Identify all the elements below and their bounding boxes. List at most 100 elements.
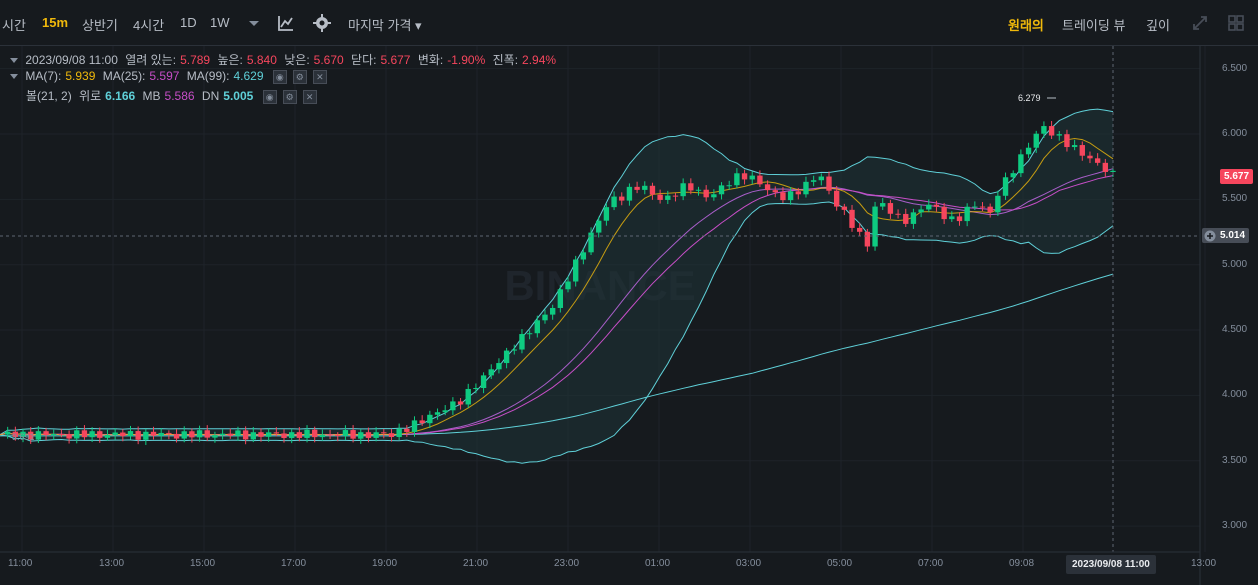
candle-body — [818, 176, 825, 181]
price-type-select[interactable]: 마지막 가격 ▾ — [348, 18, 422, 33]
candle-body — [419, 420, 425, 424]
candle-body — [404, 428, 410, 432]
candle-body — [473, 388, 479, 390]
collapse-caret-icon[interactable] — [10, 74, 18, 80]
candle-body — [941, 206, 947, 220]
time-axis-label: 19:00 — [372, 558, 398, 569]
interval-half[interactable]: 상반기 — [82, 18, 118, 33]
candle-body — [1110, 170, 1116, 172]
candle-body — [143, 431, 149, 440]
candle-body — [588, 232, 594, 253]
candle-body — [833, 190, 840, 207]
candle-body — [411, 420, 418, 432]
candle-body — [910, 212, 917, 224]
candle-body — [281, 433, 287, 439]
candle-body — [987, 206, 993, 213]
candle-body — [450, 401, 456, 411]
candle-body — [81, 430, 88, 438]
view-depth-tab[interactable]: 깊이 — [1146, 18, 1170, 33]
candle-body — [58, 433, 65, 435]
time-axis-label: 11:00 — [8, 558, 33, 569]
add-order-plus-icon[interactable] — [1204, 230, 1216, 242]
candle-body — [373, 432, 379, 438]
candle-body — [534, 320, 540, 334]
candle-body — [442, 410, 448, 413]
time-axis-label: 17:00 — [281, 558, 307, 569]
chart-toolbar: 시간 15m 상반기 4시간 1D 1W 마지막 가격 ▾ 원래의 트레이딩 뷰… — [0, 0, 1258, 46]
ma-legend: MA(7): 5.939 MA(25): 5.597 MA(99): 4.629 ◉ ⚙… — [10, 69, 331, 84]
time-axis-label: 03:00 — [736, 558, 762, 569]
candle-body — [526, 333, 533, 335]
indicators-icon[interactable] — [276, 13, 296, 33]
candle-body — [780, 192, 786, 201]
candle-body — [204, 430, 210, 438]
candle-body — [43, 431, 49, 436]
time-axis-label: 21:00 — [463, 558, 489, 569]
close-icon[interactable]: ✕ — [312, 69, 327, 84]
candle-body — [496, 363, 502, 370]
candle-body — [358, 432, 364, 439]
candle-body — [480, 375, 487, 389]
interval-1h[interactable]: 시간 — [2, 18, 26, 33]
candle-body — [488, 369, 494, 376]
interval-15m[interactable]: 15m — [42, 15, 69, 30]
candle-body — [258, 432, 264, 437]
settings-gear-icon[interactable]: ⚙ — [282, 89, 297, 104]
candle-body — [1002, 177, 1009, 196]
fullscreen-icon[interactable] — [1190, 13, 1210, 33]
candle-body — [127, 431, 134, 437]
interval-1d[interactable]: 1D — [180, 15, 197, 30]
candle-body — [703, 189, 709, 198]
settings-gear-icon[interactable]: ⚙ — [292, 69, 307, 84]
collapse-caret-icon[interactable] — [10, 58, 18, 64]
candle-body — [196, 430, 203, 438]
price-axis-label: 5.000 — [1222, 258, 1248, 270]
current-price-tag: 5.677 — [1220, 169, 1254, 184]
candle-body — [841, 206, 848, 210]
candle-body — [227, 433, 233, 436]
candle-body — [396, 428, 402, 438]
price-axis-label: 3.500 — [1222, 454, 1248, 466]
settings-gear-icon[interactable] — [312, 13, 332, 33]
candle-body — [20, 431, 26, 437]
candles — [4, 120, 1116, 446]
price-axis-label: 3.000 — [1222, 520, 1248, 532]
candlestick-chart[interactable]: BINANCE 6.279 3.691 — [0, 46, 1258, 585]
candle-body — [158, 432, 164, 436]
interval-4h[interactable]: 4시간 — [133, 18, 165, 33]
candle-body — [956, 216, 963, 222]
candle-body — [1056, 134, 1062, 136]
layout-grid-icon[interactable] — [1226, 13, 1246, 33]
time-axis-label: 01:00 — [645, 558, 671, 569]
candle-body — [388, 433, 395, 438]
candle-body — [250, 432, 256, 440]
boll-legend: 볼(21, 2) 위로 6.166 MB 5.586 DN 5.005 ◉ ⚙ ✕ — [26, 87, 321, 104]
candle-body — [857, 227, 863, 232]
candle-body — [235, 430, 241, 436]
view-tradingview-tab[interactable]: 트레이딩 뷰 — [1062, 18, 1126, 33]
candle-body — [1087, 155, 1093, 159]
candle-body — [511, 349, 517, 351]
close-icon[interactable]: ✕ — [302, 89, 317, 104]
candle-body — [557, 289, 564, 308]
visibility-eye-icon[interactable]: ◉ — [262, 89, 277, 104]
candle-body — [741, 173, 748, 180]
candle-body — [312, 429, 318, 438]
candle-body — [1048, 126, 1055, 136]
candle-body — [1079, 145, 1085, 156]
candle-body — [573, 259, 579, 282]
candle-body — [803, 181, 809, 195]
candle-body — [772, 190, 778, 193]
visibility-eye-icon[interactable]: ◉ — [272, 69, 287, 84]
candle-body — [51, 433, 57, 436]
candle-body — [665, 195, 671, 200]
candle-body — [427, 414, 433, 424]
view-original-tab[interactable]: 원래의 — [1008, 18, 1044, 33]
time-axis-label: 13:00 — [1191, 558, 1217, 569]
interval-1w[interactable]: 1W — [210, 15, 230, 30]
candle-body — [12, 431, 19, 437]
candle-body — [120, 432, 126, 437]
candle-body — [335, 434, 341, 436]
more-intervals-caret-icon[interactable] — [244, 13, 264, 33]
candle-body — [212, 435, 218, 438]
